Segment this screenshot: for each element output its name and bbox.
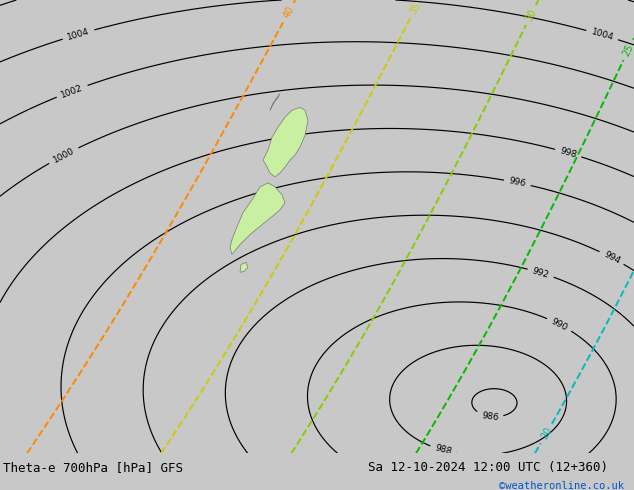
Text: ©weatheronline.co.uk: ©weatheronline.co.uk [500,481,624,490]
Text: 30: 30 [524,7,538,23]
Polygon shape [263,107,308,177]
Text: Sa 12-10-2024 12:00 UTC (12+360): Sa 12-10-2024 12:00 UTC (12+360) [368,462,608,474]
Polygon shape [270,94,280,110]
Text: 40: 40 [281,5,295,21]
Text: 990: 990 [550,317,569,332]
Text: 988: 988 [434,443,453,457]
Text: 992: 992 [531,266,550,280]
Text: 1000: 1000 [51,146,76,165]
Text: 994: 994 [602,250,621,266]
Text: 1004: 1004 [66,27,91,42]
Polygon shape [240,263,248,272]
Text: 1004: 1004 [590,27,614,43]
Text: 35: 35 [408,0,423,16]
Text: 998: 998 [559,147,578,160]
Text: 986: 986 [481,411,499,422]
Text: 25: 25 [621,42,634,58]
Text: Theta-e 700hPa [hPa] GFS: Theta-e 700hPa [hPa] GFS [3,462,183,474]
Text: 1002: 1002 [60,83,84,99]
Polygon shape [230,183,285,254]
Text: 996: 996 [508,176,527,189]
Text: 20: 20 [539,426,553,441]
